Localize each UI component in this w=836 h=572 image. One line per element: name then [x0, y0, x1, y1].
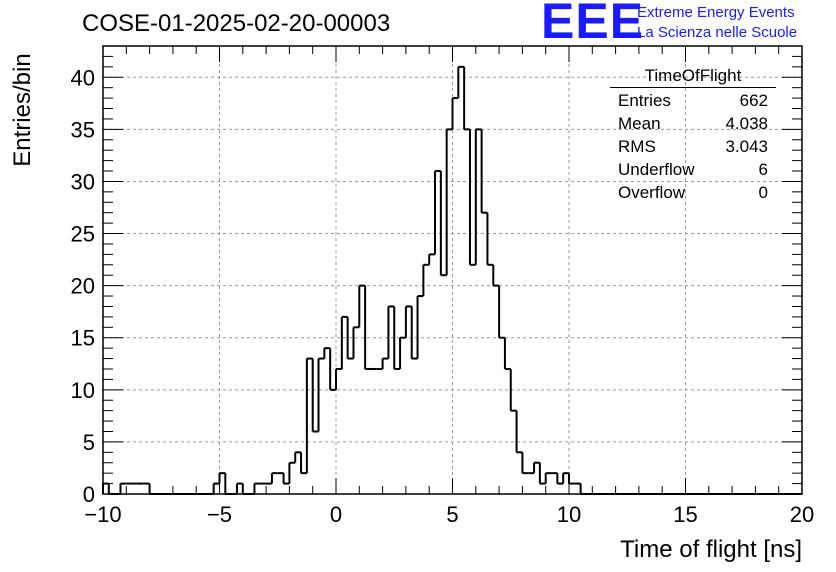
- x-tick-label: 5: [446, 502, 458, 527]
- stats-label: RMS: [618, 137, 656, 156]
- eee-logo: EEE: [541, 0, 645, 49]
- grid-lines: [103, 46, 802, 494]
- org-name: Extreme Energy Events: [637, 4, 795, 21]
- stats-row-underflow: Underflow 6: [610, 158, 776, 181]
- y-tick-label: 35: [71, 117, 95, 142]
- x-tick-label: 20: [790, 502, 814, 527]
- y-tick-label: 5: [83, 430, 95, 455]
- stats-row-rms: RMS 3.043: [610, 135, 776, 158]
- plot-title: COSE-01-2025-02-20-00003: [82, 10, 391, 37]
- histogram-series: [102, 65, 802, 495]
- y-tick-label: 30: [71, 169, 95, 194]
- stats-label: Entries: [618, 91, 671, 110]
- x-tick-label: 15: [673, 502, 697, 527]
- stats-row-overflow: Overflow 0: [610, 181, 776, 204]
- stats-title: TimeOfFlight: [610, 66, 776, 88]
- x-tick-label: 10: [557, 502, 581, 527]
- stats-value: 0: [758, 183, 768, 202]
- axes: [102, 45, 803, 495]
- stats-box: TimeOfFlight Entries 662 Mean 4.038 RMS …: [610, 66, 776, 204]
- y-tick-label: 20: [71, 274, 95, 299]
- y-axis-label: Entries/bin: [9, 53, 36, 167]
- stats-value: 3.043: [725, 137, 768, 156]
- x-tick-label: −5: [207, 502, 232, 527]
- stats-row-mean: Mean 4.038: [610, 112, 776, 135]
- stats-value: 6: [758, 160, 768, 179]
- x-axis-label: Time of flight [ns]: [620, 536, 802, 563]
- y-tick-label: 25: [71, 222, 95, 247]
- stats-label: Overflow: [618, 183, 686, 202]
- stats-label: Underflow: [618, 160, 695, 179]
- org-subtitle: La Scienza nelle Scuole: [637, 24, 798, 41]
- x-tick-label: 0: [330, 502, 342, 527]
- y-tick-label: 15: [71, 326, 95, 351]
- stats-label: Mean: [618, 114, 661, 133]
- stats-row-entries: Entries 662: [610, 89, 776, 112]
- y-tick-label: 0: [83, 482, 95, 507]
- y-tick-label: 40: [71, 65, 95, 90]
- stats-value: 662: [739, 91, 768, 110]
- x-tick-label: −10: [84, 502, 121, 527]
- tick-labels: −10 −5 0 5 10 15 20 0 5 10 15 20 25 30 35 40: [71, 65, 815, 527]
- stats-value: 4.038: [725, 114, 768, 133]
- y-tick-label: 10: [71, 378, 95, 403]
